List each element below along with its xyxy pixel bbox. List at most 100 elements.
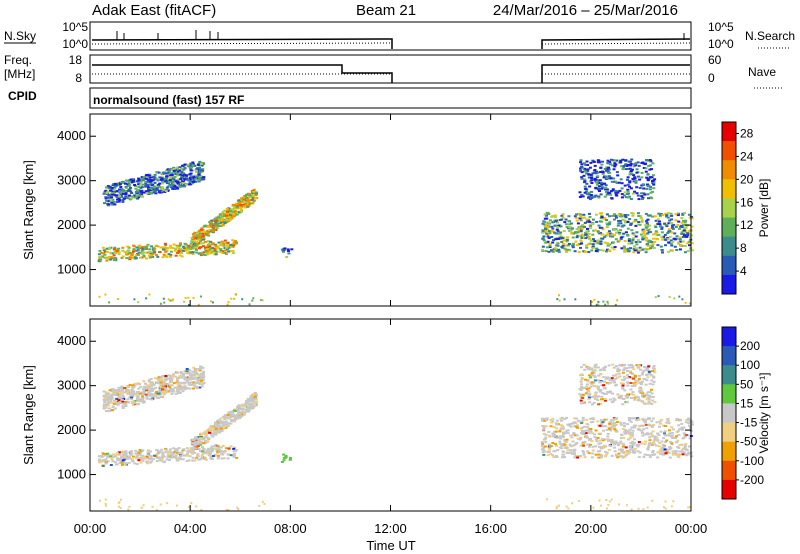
scatter-cell — [127, 508, 130, 511]
scatter-cell — [223, 449, 227, 452]
scatter-cell — [595, 247, 599, 250]
scatter-cell — [628, 218, 632, 220]
scatter-cell — [246, 204, 250, 207]
scatter-cell — [621, 448, 624, 451]
scatter-cell — [615, 376, 619, 379]
scatter-cell — [565, 438, 569, 441]
scatter-cell — [176, 178, 180, 181]
freq-unit-label: [MHz] — [4, 67, 35, 81]
scatter-cell — [255, 400, 259, 403]
scatter-cell — [621, 382, 625, 385]
scatter-cell — [136, 197, 140, 200]
scatter-cell — [227, 250, 231, 253]
scatter-cell — [684, 443, 688, 446]
scatter-cell — [677, 433, 681, 436]
scatter-cell — [578, 191, 582, 194]
scatter-cell — [131, 392, 135, 395]
scatter-cell — [155, 453, 159, 456]
scatter-cell — [577, 229, 581, 232]
scatter-cell — [164, 385, 168, 388]
scatter-cell — [169, 384, 173, 387]
scatter-cell — [119, 189, 123, 192]
scatter-cell — [632, 233, 636, 236]
scatter-cell — [113, 186, 117, 189]
scatter-cell — [156, 255, 160, 258]
scatter-cell — [117, 386, 121, 389]
scatter-cell — [105, 504, 107, 507]
scatter-cell — [204, 240, 207, 243]
scatter-cell — [649, 442, 653, 445]
x-tick-label: 04:00 — [174, 521, 207, 536]
scatter-cell — [147, 391, 151, 394]
scatter-cell — [114, 394, 118, 397]
scatter-cell — [645, 367, 649, 370]
scatter-cell — [589, 385, 593, 388]
scatter-cell — [546, 211, 550, 214]
scatter-cell — [197, 303, 200, 306]
scatter-cell — [629, 198, 633, 200]
scatter-cell — [646, 448, 650, 451]
scatter-cell — [172, 167, 176, 170]
scatter-cell — [622, 375, 626, 378]
scatter-cell — [560, 416, 564, 419]
scatter-cell — [138, 194, 142, 197]
scatter-cell — [220, 217, 224, 220]
scatter-cell — [545, 217, 549, 220]
scatter-cell — [667, 212, 671, 215]
scatter-cell — [207, 234, 211, 237]
scatter-cell — [150, 387, 154, 390]
scatter-cell — [686, 242, 690, 245]
scatter-cell — [155, 178, 159, 181]
scatter-cell — [594, 391, 598, 394]
scatter-cell — [574, 298, 577, 301]
scatter-cell — [191, 439, 195, 441]
scatter-cell — [213, 432, 217, 435]
scatter-cell — [644, 162, 647, 165]
scatter-cell — [208, 447, 212, 450]
scatter-cell — [629, 223, 633, 226]
scatter-cell — [646, 391, 650, 394]
scatter-cell — [252, 406, 256, 408]
scatter-cell — [195, 440, 199, 443]
scatter-cell — [587, 368, 591, 371]
scatter-cell — [149, 182, 153, 185]
scatter-cell — [688, 244, 691, 247]
scatter-cell — [598, 179, 602, 182]
scatter-cell — [105, 192, 109, 195]
scatter-cell — [570, 436, 574, 439]
scatter-cell — [97, 455, 101, 458]
scatter-cell — [227, 509, 230, 511]
scatter-cell — [131, 252, 134, 255]
scatter-cell — [645, 187, 649, 190]
scatter-cell — [248, 202, 252, 205]
scatter-cell — [603, 418, 607, 421]
scatter-cell — [97, 460, 101, 462]
scatter-cell — [652, 181, 656, 184]
scatter-cell — [634, 241, 638, 243]
scatter-cell — [648, 188, 652, 191]
scatter-cell — [101, 459, 105, 461]
scatter-cell — [606, 243, 610, 246]
scatter-cell — [226, 413, 230, 416]
scatter-cell — [214, 447, 218, 450]
scatter-cell — [233, 446, 237, 449]
scatter-cell — [554, 244, 558, 247]
scatter-cell — [208, 245, 212, 248]
scatter-cell — [561, 450, 565, 453]
scatter-cell — [663, 432, 666, 435]
scatter-cell — [580, 426, 584, 429]
x-tick-label: 00:00 — [675, 521, 708, 536]
scatter-cell — [683, 245, 687, 247]
scatter-cell — [627, 376, 631, 379]
scatter-cell — [659, 245, 663, 248]
scatter-cell — [653, 438, 657, 441]
scatter-cell — [635, 171, 639, 174]
scatter-cell — [585, 172, 589, 175]
scatter-cell — [664, 507, 667, 510]
scatter-cell — [583, 440, 587, 443]
scatter-cell — [678, 240, 682, 243]
scatter-cell — [684, 448, 688, 451]
scatter-cell — [602, 369, 606, 372]
scatter-cell — [146, 185, 150, 188]
scatter-cell — [598, 226, 602, 229]
